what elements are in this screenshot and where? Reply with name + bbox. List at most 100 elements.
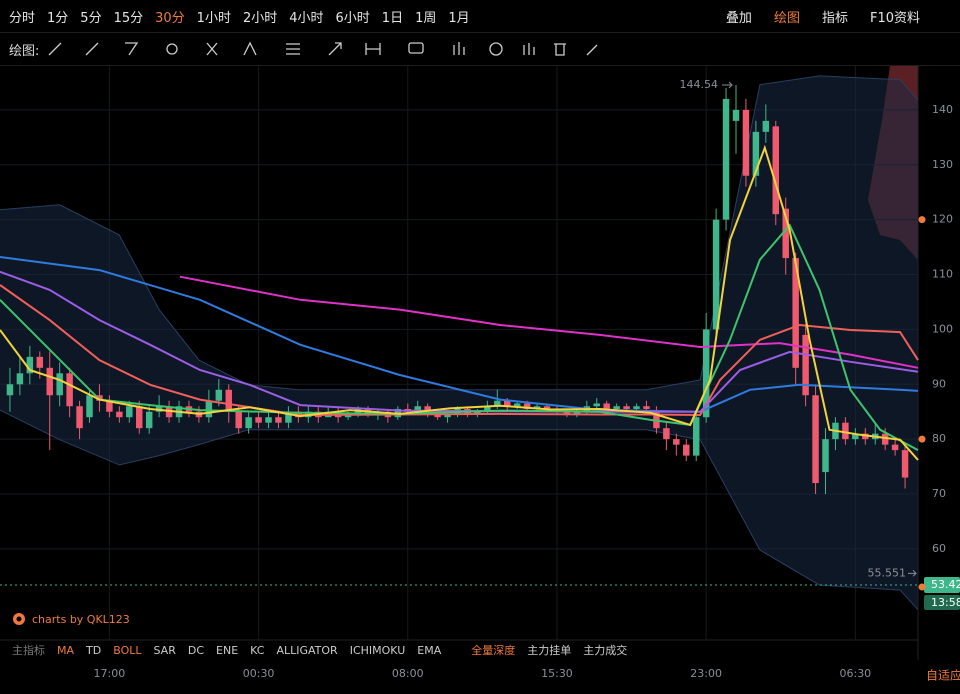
- candle-body: [86, 395, 93, 418]
- y-tick-label: 120: [932, 213, 953, 226]
- watermark-text: charts by QKL123: [32, 612, 130, 626]
- candle-body: [663, 428, 670, 440]
- drawing-bar: 绘图:: [0, 33, 960, 66]
- interval-button[interactable]: 1日: [381, 10, 404, 26]
- candle-body: [145, 411, 153, 429]
- indicator-button[interactable]: BOLL: [113, 643, 142, 657]
- candle-body: [891, 444, 899, 451]
- ma-line: [0, 144, 919, 461]
- marker-arrow: [908, 569, 917, 577]
- candle-body: [673, 439, 680, 445]
- interval-button[interactable]: 1分: [47, 10, 69, 26]
- indicator-button[interactable]: ICHIMOKU: [349, 643, 406, 657]
- interval-button[interactable]: 分时: [9, 10, 36, 26]
- y-tick-label: 100: [932, 322, 953, 335]
- interval-bar: 分时 1分 5分 15分 30分 1小时 2小时 4小时 6小时 1日 1周 1月 叠加 绘图 指标 F10资…: [0, 0, 960, 33]
- y-tick-label: 90: [932, 377, 946, 390]
- ma-line: [0, 223, 919, 451]
- last-price-box: [924, 577, 960, 594]
- candle-body: [106, 400, 113, 412]
- y-tick-label: 60: [932, 542, 946, 555]
- candle-body: [752, 131, 760, 176]
- interval-button[interactable]: 15分: [113, 10, 144, 26]
- indicator-button[interactable]: MA: [57, 643, 75, 657]
- candle-body: [66, 373, 73, 407]
- band-lower: [0, 409, 919, 611]
- indicator-button[interactable]: ENE: [216, 643, 239, 657]
- high-marker: 144.54: [680, 78, 719, 91]
- ma-line: [179, 275, 919, 369]
- drawing-label: 绘图:: [9, 43, 40, 59]
- candle-body: [822, 439, 829, 473]
- candle-body: [573, 411, 581, 415]
- x-tick-label: 08:00: [392, 667, 424, 680]
- interval-button[interactable]: 30分: [155, 10, 185, 26]
- watermark: charts by QKL123: [12, 612, 130, 626]
- tool-button[interactable]: F10资料: [869, 10, 920, 26]
- indicator-bar: 主指标 MA TD BOLL SAR DC ENE KC ALLIGATOR ICHIMOKU EM…: [0, 640, 918, 660]
- candle-body: [702, 329, 710, 418]
- tool-button[interactable]: 指标: [821, 10, 848, 26]
- ma-line: [0, 284, 919, 417]
- candle-body: [444, 414, 451, 418]
- candle-body: [6, 384, 14, 396]
- tool-button[interactable]: 叠加: [725, 10, 752, 26]
- candle-body: [692, 417, 700, 456]
- candle-body: [782, 208, 789, 259]
- y-tick-label: 70: [932, 487, 946, 500]
- depth-button[interactable]: 主力挂单: [527, 644, 572, 657]
- indicator-button[interactable]: SAR: [153, 643, 176, 657]
- interval-button[interactable]: 5分: [80, 10, 102, 26]
- candle-body: [354, 408, 362, 415]
- indicator-button[interactable]: KC: [250, 643, 265, 657]
- candle-body: [762, 120, 770, 132]
- candle-body: [792, 258, 799, 368]
- candle-body: [96, 395, 103, 401]
- indicator-button[interactable]: DC: [187, 643, 205, 657]
- candle-body: [852, 433, 859, 440]
- candle-body: [712, 219, 720, 330]
- candle-body: [613, 406, 620, 409]
- candle-body: [46, 367, 53, 396]
- autoscale-button[interactable]: 自适应: [926, 668, 960, 683]
- candle-body: [523, 403, 531, 409]
- logo: [13, 613, 25, 625]
- candle-body: [802, 334, 809, 396]
- candle-body: [56, 373, 63, 396]
- axis-dot: [918, 216, 926, 224]
- indicator-button[interactable]: EMA: [417, 643, 442, 657]
- interval-button[interactable]: 1小时: [196, 10, 231, 26]
- interval-button[interactable]: 1周: [415, 10, 437, 26]
- band-area: [0, 75, 918, 610]
- depth-button[interactable]: 主力成交: [583, 644, 628, 657]
- candle-body: [76, 406, 83, 429]
- candle-body: [593, 403, 600, 407]
- candle-body: [265, 417, 272, 423]
- candle-body: [563, 411, 571, 415]
- interval-button[interactable]: 4小时: [289, 10, 324, 26]
- axis-dot: [918, 583, 926, 591]
- y-tick-label: 140: [932, 103, 953, 116]
- interval-button[interactable]: 1月: [448, 10, 470, 26]
- ma-line: [0, 256, 919, 413]
- candle-body: [494, 400, 501, 407]
- candle-body: [16, 373, 24, 385]
- interval-button[interactable]: 6小时: [335, 10, 370, 26]
- indicator-button[interactable]: TD: [86, 643, 102, 657]
- x-tick-label: 15:30: [541, 667, 573, 680]
- x-tick-label: 17:00: [94, 667, 126, 680]
- candle-body: [812, 395, 819, 484]
- candle-body: [504, 400, 511, 407]
- y-tick-label: 80: [932, 432, 946, 445]
- tool-button[interactable]: 绘图: [773, 10, 800, 26]
- candle-body: [36, 356, 44, 368]
- interval-button[interactable]: 2小时: [242, 10, 278, 26]
- depth-button[interactable]: 全量深度: [471, 644, 516, 657]
- candle-body: [683, 444, 690, 456]
- candle-body: [842, 422, 849, 440]
- x-tick-label: 06:30: [839, 667, 871, 680]
- candle-body: [484, 406, 491, 412]
- candle-body: [633, 406, 640, 409]
- indicator-button[interactable]: ALLIGATOR: [276, 643, 338, 657]
